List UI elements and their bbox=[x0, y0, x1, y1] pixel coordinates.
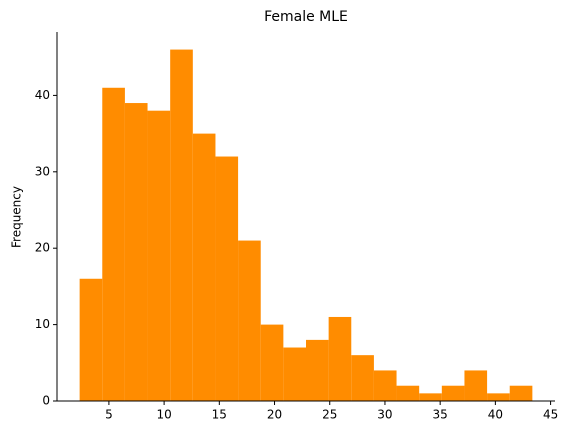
chart-title: Female MLE bbox=[264, 9, 348, 25]
bar bbox=[215, 156, 239, 401]
x-tick-label: 25 bbox=[322, 408, 337, 422]
x-tick-label: 45 bbox=[543, 408, 558, 422]
bar bbox=[487, 393, 510, 401]
x-tick-label: 10 bbox=[156, 408, 171, 422]
bar bbox=[373, 370, 397, 401]
bar bbox=[306, 339, 329, 401]
x-tick-label: 20 bbox=[267, 408, 282, 422]
bar bbox=[79, 278, 103, 401]
x-tick-label: 35 bbox=[433, 408, 448, 422]
bar bbox=[396, 385, 420, 401]
bar bbox=[328, 316, 352, 401]
y-axis-label: Frequency bbox=[10, 186, 24, 248]
y-tick-label: 0 bbox=[42, 394, 50, 408]
x-tick-label: 40 bbox=[488, 408, 503, 422]
y-tick-label: 40 bbox=[35, 88, 50, 102]
bar bbox=[351, 355, 374, 401]
bar bbox=[419, 393, 442, 401]
x-tick-label: 30 bbox=[377, 408, 392, 422]
bar bbox=[283, 347, 306, 401]
bar bbox=[124, 103, 148, 402]
x-tick-label: 5 bbox=[105, 408, 113, 422]
y-tick-label: 10 bbox=[35, 317, 50, 331]
bar bbox=[464, 370, 488, 401]
bar bbox=[509, 385, 533, 401]
bar bbox=[192, 133, 216, 401]
bar bbox=[102, 87, 125, 401]
y-tick-label: 30 bbox=[35, 164, 50, 178]
bar bbox=[441, 385, 465, 401]
bar bbox=[170, 49, 193, 401]
y-tick-label: 20 bbox=[35, 241, 50, 255]
x-tick-label: 15 bbox=[212, 408, 227, 422]
bar bbox=[147, 110, 171, 401]
bar bbox=[260, 324, 284, 401]
bar bbox=[238, 240, 261, 401]
